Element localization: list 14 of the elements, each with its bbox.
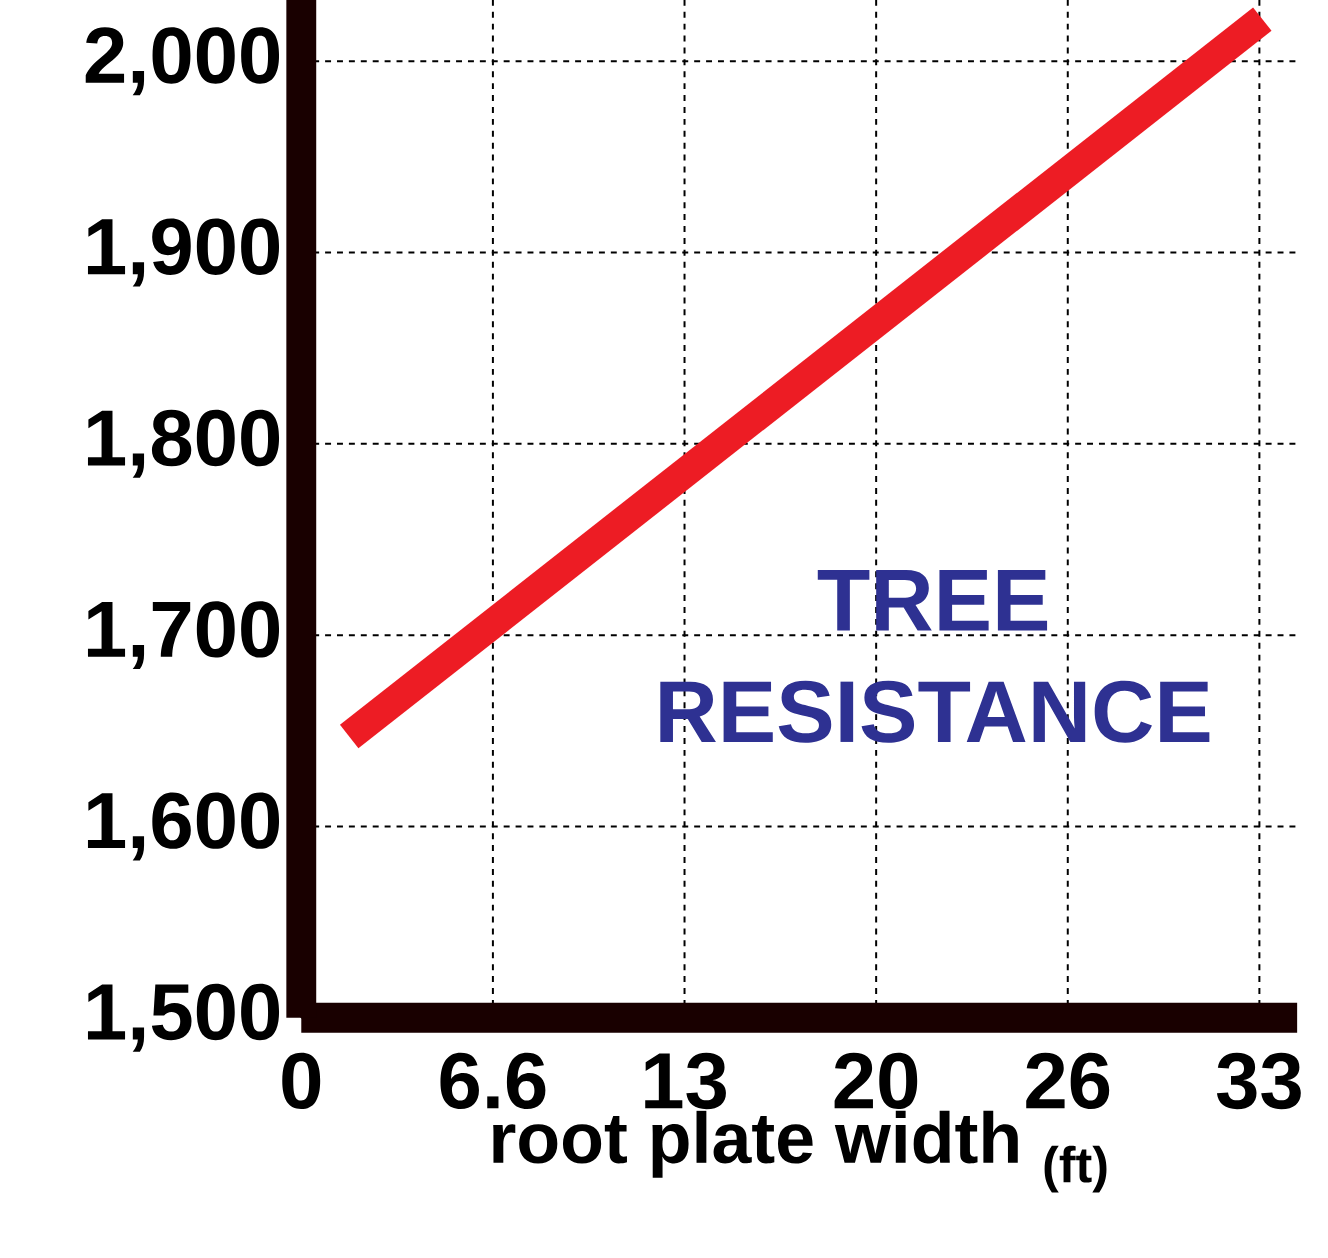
y-tick-label: 1,800	[87, 409, 280, 478]
x-tick-label: 0	[282, 1052, 321, 1110]
annotation: TREE RESISTANCE	[660, 570, 1210, 743]
y-tick-label: 2,000	[85, 27, 280, 96]
x-tick-label: 20	[834, 1052, 918, 1110]
x-tick-label: 13	[645, 1052, 726, 1110]
y-tick-label: 1,900	[87, 218, 280, 287]
x-tick-label: 6.6	[440, 1052, 546, 1110]
x-tick-label: 26	[1026, 1052, 1110, 1110]
y-tick-label: 1,700	[87, 601, 280, 670]
y-tick-label: 1,500	[87, 983, 280, 1052]
x-axis-title: root plate width $_{(ft)}$	[493, 1110, 1107, 1193]
y-tick-label: 1,600	[87, 792, 280, 861]
x-tick-label: 33	[1216, 1052, 1301, 1110]
